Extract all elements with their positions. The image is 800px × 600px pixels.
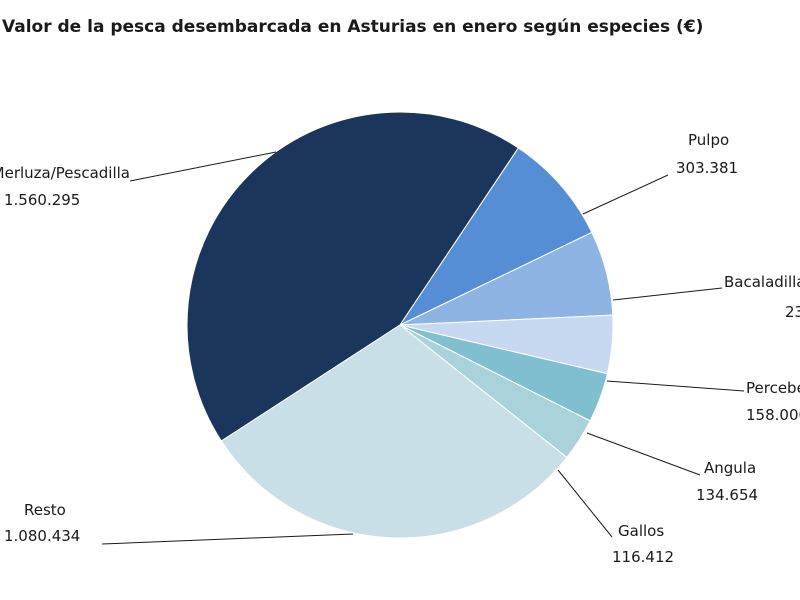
slice-label-angula: Angula (704, 459, 756, 477)
slice-value-merluza-pescadilla: 1.560.295 (4, 191, 80, 209)
pie-slice-pulpo (398, 147, 593, 327)
leader-line-gallos (557, 469, 613, 538)
slice-labels: Merluza/Pescadilla 1.560.295 Pulpo 303.381 B… (0, 131, 800, 566)
slice-label-pulpo: Pulpo (688, 131, 729, 149)
leader-line-angula (586, 432, 701, 476)
slice-label-resto: Resto (24, 501, 66, 519)
slice-label-gallos: Gallos (618, 522, 664, 540)
slice-value-angula: 134.654 (696, 486, 758, 504)
leader-line-percebe (606, 380, 745, 392)
slice-value-resto: 1.080.434 (4, 527, 80, 545)
slice-label-bacaladilla: Bacaladilla (724, 273, 800, 291)
slice-label-merluza-pescadilla: Merluza/Pescadilla (0, 164, 130, 182)
slice-value-gallos: 116.412 (612, 548, 674, 566)
slice-label-percebe: Percebe (746, 379, 800, 397)
leader-line-merluza-pescadilla (129, 151, 277, 182)
slice-value-percebe: 158.000 (746, 406, 800, 424)
pie-slice-merluza-pescadilla (186, 111, 520, 442)
leader-lines (101, 151, 745, 545)
pie-slice-resto (220, 324, 568, 539)
leader-line-resto (101, 533, 354, 545)
slice-value-bacaladilla: 230.000 (785, 303, 800, 321)
pie-slices (186, 111, 614, 539)
chart-title: Valor de la pesca desembarcada en Asturi… (2, 17, 704, 37)
leader-line-bacaladilla (612, 287, 723, 301)
leader-line-pulpo (582, 174, 669, 215)
slice-value-pulpo: 303.381 (676, 159, 738, 177)
